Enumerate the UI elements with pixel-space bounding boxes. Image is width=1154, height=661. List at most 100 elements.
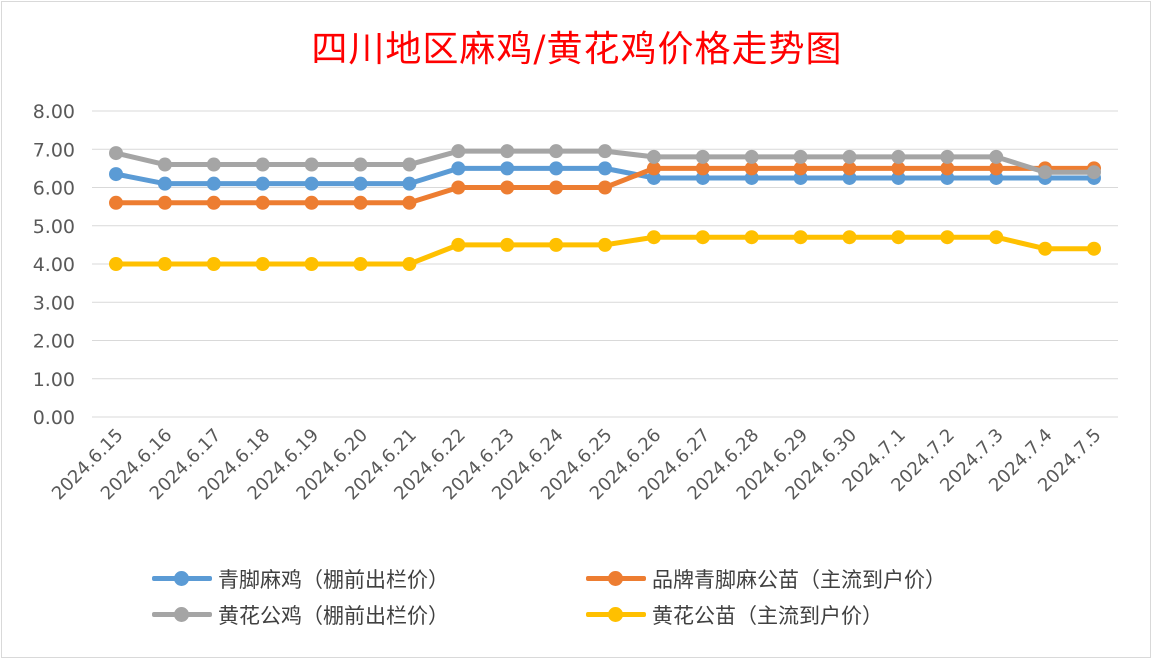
data-point[interactable]	[598, 161, 612, 176]
data-point[interactable]	[891, 149, 906, 164]
data-point[interactable]	[500, 237, 515, 252]
data-point[interactable]	[206, 195, 221, 210]
legend-item-2[interactable]: 品牌青脚麻公苗（主流到户价）	[586, 564, 946, 594]
data-point[interactable]	[353, 157, 368, 172]
legend-label-2: 品牌青脚麻公苗（主流到户价）	[652, 568, 946, 592]
data-point[interactable]	[1038, 165, 1053, 180]
y-tick-label: 8.00	[33, 101, 75, 123]
data-point[interactable]	[793, 161, 808, 176]
data-point[interactable]	[402, 195, 417, 210]
data-point[interactable]	[255, 157, 270, 172]
data-point[interactable]	[206, 257, 221, 271]
data-point[interactable]	[157, 257, 172, 271]
data-point[interactable]	[255, 195, 270, 210]
data-point[interactable]	[842, 161, 857, 176]
data-point[interactable]	[157, 176, 172, 191]
data-point[interactable]	[255, 257, 270, 271]
data-point[interactable]	[109, 195, 123, 210]
data-point[interactable]	[989, 161, 1004, 176]
data-point[interactable]	[1087, 241, 1101, 256]
legend-label-1: 青脚麻鸡（棚前出栏价）	[218, 568, 449, 592]
data-point[interactable]	[451, 237, 466, 252]
data-point[interactable]	[549, 144, 564, 159]
data-point[interactable]	[402, 257, 417, 271]
data-point[interactable]	[206, 157, 221, 172]
data-point[interactable]	[940, 161, 955, 176]
data-point[interactable]	[304, 257, 319, 271]
legend-item-4[interactable]: 黄花公苗（主流到户价）	[586, 600, 883, 630]
legend-label-3: 黄花公鸡（棚前出栏价）	[218, 604, 449, 628]
data-point[interactable]	[157, 157, 172, 172]
y-tick-label: 2.00	[33, 331, 75, 353]
data-point[interactable]	[989, 149, 1004, 164]
data-point[interactable]	[793, 170, 808, 185]
data-point[interactable]	[255, 176, 270, 191]
data-point[interactable]	[451, 161, 466, 176]
data-point[interactable]	[598, 144, 612, 159]
y-tick-label: 7.00	[33, 139, 75, 161]
data-point[interactable]	[989, 170, 1004, 185]
y-tick-label: 1.00	[33, 369, 75, 391]
data-point[interactable]	[940, 230, 955, 245]
data-point[interactable]	[744, 230, 759, 245]
chart-title: 四川地区麻鸡/黄花鸡价格走势图	[311, 29, 843, 70]
data-point[interactable]	[940, 170, 955, 185]
data-point[interactable]	[500, 180, 515, 195]
data-point[interactable]	[744, 149, 759, 164]
data-point[interactable]	[793, 230, 808, 245]
y-axis-tick-labels: 0.00 1.00 2.00 3.00 4.00 5.00 6.00 7.00 8.00	[33, 101, 75, 429]
legend-label-4: 黄花公苗（主流到户价）	[652, 604, 883, 628]
data-point[interactable]	[1038, 241, 1053, 256]
legend-item-1[interactable]: 青脚麻鸡（棚前出栏价）	[152, 564, 449, 594]
data-point[interactable]	[891, 170, 906, 185]
data-point[interactable]	[549, 161, 564, 176]
data-point[interactable]	[598, 237, 612, 252]
data-point[interactable]	[500, 144, 515, 159]
data-point[interactable]	[500, 161, 515, 176]
data-point[interactable]	[402, 176, 417, 191]
data-point[interactable]	[744, 161, 759, 176]
data-point[interactable]	[353, 257, 368, 271]
data-point[interactable]	[402, 157, 417, 172]
data-point[interactable]	[109, 257, 123, 271]
data-point[interactable]	[695, 170, 710, 185]
data-point[interactable]	[304, 176, 319, 191]
data-point[interactable]	[451, 144, 466, 159]
data-point[interactable]	[304, 157, 319, 172]
data-point[interactable]	[695, 161, 710, 176]
data-point[interactable]	[646, 161, 661, 176]
data-point[interactable]	[451, 180, 466, 195]
data-point[interactable]	[695, 230, 710, 245]
x-axis-tick-labels: 2024.6.152024.6.162024.6.172024.6.182024…	[48, 425, 1106, 505]
data-point[interactable]	[157, 195, 172, 210]
legend-swatch-3	[152, 600, 212, 630]
data-point[interactable]	[109, 167, 123, 182]
data-point[interactable]	[1087, 165, 1101, 180]
data-point[interactable]	[744, 170, 759, 185]
data-point[interactable]	[891, 230, 906, 245]
data-point[interactable]	[842, 230, 857, 245]
series-2	[109, 161, 1101, 210]
y-tick-label: 5.00	[33, 216, 75, 238]
data-point[interactable]	[891, 161, 906, 176]
data-point[interactable]	[646, 149, 661, 164]
data-point[interactable]	[695, 149, 710, 164]
data-point[interactable]	[842, 170, 857, 185]
data-point[interactable]	[206, 176, 221, 191]
data-point[interactable]	[940, 149, 955, 164]
data-point[interactable]	[304, 195, 319, 210]
data-point[interactable]	[646, 230, 661, 245]
data-point[interactable]	[989, 230, 1004, 245]
data-point[interactable]	[549, 180, 564, 195]
data-point[interactable]	[353, 176, 368, 191]
data-point[interactable]	[549, 237, 564, 252]
data-point[interactable]	[598, 180, 612, 195]
y-tick-label: 3.00	[33, 292, 75, 314]
data-point[interactable]	[353, 195, 368, 210]
data-point[interactable]	[842, 149, 857, 164]
legend-item-3[interactable]: 黄花公鸡（棚前出栏价）	[152, 600, 449, 630]
data-point[interactable]	[646, 170, 661, 185]
data-point[interactable]	[793, 149, 808, 164]
data-point[interactable]	[109, 146, 123, 161]
